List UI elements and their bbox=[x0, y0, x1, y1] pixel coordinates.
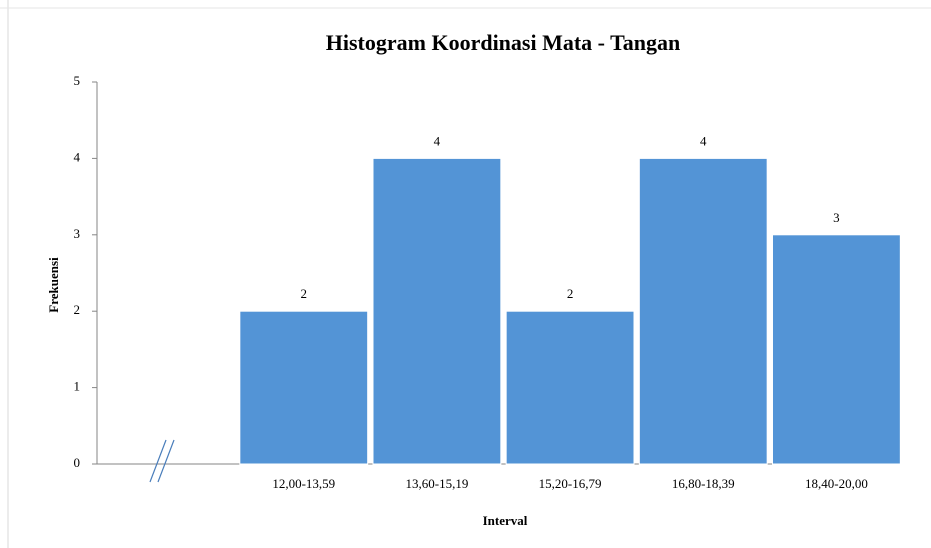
bar bbox=[771, 234, 901, 465]
x-axis-label: Interval bbox=[483, 513, 528, 528]
x-tick-label: 13,60-15,19 bbox=[405, 476, 468, 491]
axis-break bbox=[149, 439, 167, 483]
y-tick-label: 4 bbox=[74, 149, 81, 164]
x-tick-label: 18,40-20,00 bbox=[805, 476, 868, 491]
data-label: 4 bbox=[434, 133, 441, 148]
data-label: 2 bbox=[301, 286, 308, 301]
x-tick-label: 12,00-13,59 bbox=[272, 476, 335, 491]
bar bbox=[638, 157, 768, 465]
y-tick-label: 0 bbox=[74, 455, 81, 470]
y-tick-label: 1 bbox=[74, 379, 81, 394]
x-tick-label: 15,20-16,79 bbox=[539, 476, 602, 491]
y-tick-label: 3 bbox=[74, 226, 81, 241]
bar bbox=[505, 310, 635, 465]
y-tick-label: 5 bbox=[74, 73, 81, 88]
data-label: 3 bbox=[833, 210, 840, 225]
bar bbox=[239, 310, 369, 465]
y-tick-label: 2 bbox=[74, 302, 81, 317]
data-label: 4 bbox=[700, 133, 707, 148]
x-tick-label: 16,80-18,39 bbox=[672, 476, 735, 491]
y-axis-label: Frekuensi bbox=[46, 257, 61, 313]
chart-title: Histogram Koordinasi Mata - Tangan bbox=[326, 30, 680, 55]
bar bbox=[372, 157, 502, 465]
axis-break bbox=[157, 439, 175, 483]
data-label: 2 bbox=[567, 286, 574, 301]
